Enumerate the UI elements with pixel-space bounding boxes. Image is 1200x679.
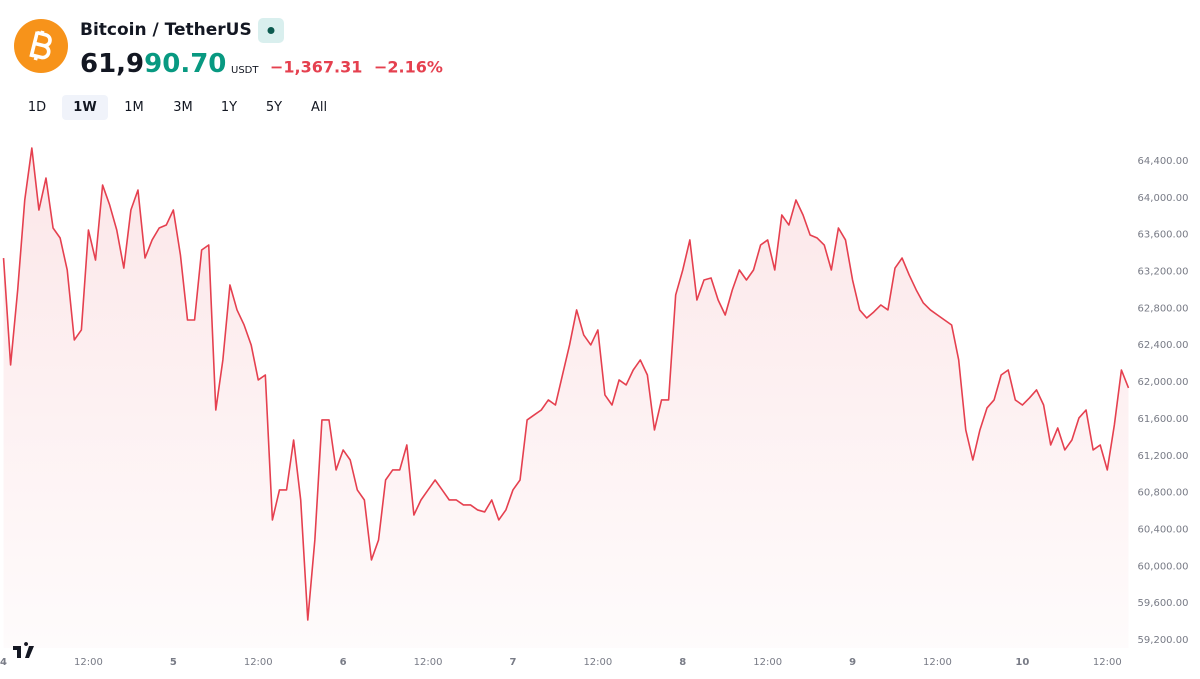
y-tick-label: 64,400.00 (1138, 156, 1189, 167)
range-button[interactable]: 1D (28, 100, 46, 115)
range-buttons: 1D 1W 1M 3M 1Y 5Y All (28, 95, 327, 120)
x-tick-label: 10 (1015, 657, 1029, 668)
y-tick-label: 60,800.00 (1138, 488, 1189, 499)
range-button[interactable]: All (311, 100, 327, 115)
y-tick-label: 62,400.00 (1138, 340, 1189, 351)
price-line (2, 147, 1130, 621)
x-tick-label: 12:00 (414, 657, 443, 668)
y-tick-label: 60,000.00 (1138, 561, 1189, 572)
x-tick-label: 12:00 (583, 657, 612, 668)
range-button[interactable]: 1W (73, 100, 96, 115)
price: 61,990.70 (80, 49, 226, 79)
x-tick-label: 12:00 (753, 657, 782, 668)
y-tick-label: 59,600.00 (1138, 598, 1189, 609)
y-tick-label: 64,000.00 (1138, 193, 1189, 204)
range-button[interactable]: 5Y (266, 100, 282, 115)
range-button-bg (62, 95, 108, 120)
range-button[interactable]: 3M (173, 100, 193, 115)
x-tick-label: 4 (0, 657, 7, 668)
bitcoin-icon (14, 19, 68, 73)
symbol-name: Bitcoin / TetherUS (80, 20, 252, 40)
y-tick-label: 61,200.00 (1138, 451, 1189, 462)
x-tick-label: 12:00 (74, 657, 103, 668)
x-tick-label: 5 (170, 657, 177, 668)
y-tick-label: 61,600.00 (1138, 414, 1189, 425)
status-dot (267, 27, 275, 34)
price-highlight: 90.70 (144, 49, 226, 79)
x-tick-label: 9 (849, 657, 856, 668)
currency: USDT (231, 65, 259, 76)
price-change: −1,367.31 (270, 58, 362, 77)
y-tick-label: 59,200.00 (1138, 635, 1189, 646)
y-tick-label: 63,600.00 (1138, 230, 1189, 241)
y-tick-label: 62,800.00 (1138, 303, 1189, 314)
x-tick-label: 12:00 (923, 657, 952, 668)
range-button[interactable]: 1M (124, 100, 144, 115)
x-tick-label: 12:00 (1093, 657, 1122, 668)
price-change-pct: −2.16% (374, 58, 443, 77)
y-tick-label: 62,000.00 (1138, 377, 1189, 388)
x-tick-label: 7 (509, 657, 516, 668)
y-tick-label: 63,200.00 (1138, 267, 1189, 278)
price-main: 61,9 (80, 49, 144, 79)
range-button[interactable]: 1Y (221, 100, 237, 115)
y-tick-label: 60,400.00 (1138, 524, 1189, 535)
x-tick-label: 8 (679, 657, 686, 668)
area-fill (3, 148, 1129, 648)
x-tick-label: 6 (340, 657, 347, 668)
x-tick-label: 12:00 (244, 657, 273, 668)
